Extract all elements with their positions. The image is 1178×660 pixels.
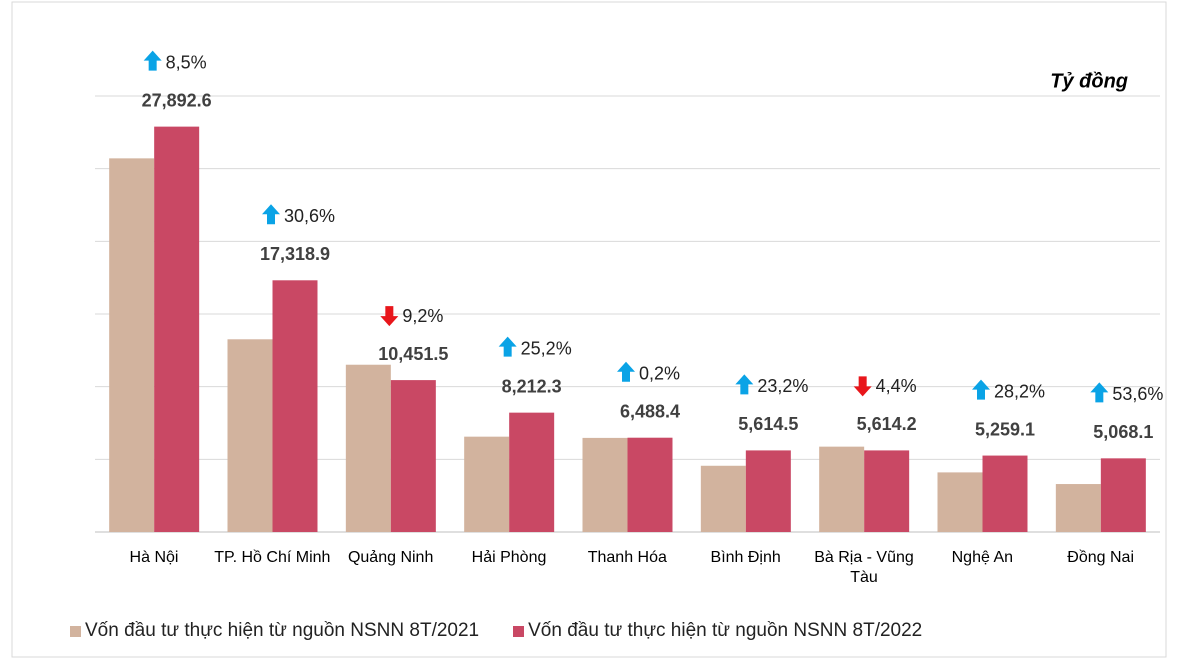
bar bbox=[864, 450, 910, 532]
legend-label: Vốn đầu tư thực hiện từ nguồn NSNN 8T/20… bbox=[528, 620, 923, 641]
chart-border bbox=[11, 1, 1167, 658]
change-label: 30,6% bbox=[284, 206, 335, 226]
x-tick-label: Hải Phòng bbox=[471, 549, 547, 566]
value-label: 6,488.4 bbox=[620, 401, 680, 421]
bar bbox=[937, 472, 983, 532]
change-arrow bbox=[498, 336, 517, 357]
bar bbox=[154, 126, 200, 532]
legend-item: Vốn đầu tư thực hiện từ nguồn NSNN 8T/20… bbox=[70, 620, 479, 642]
change-label: 53,6% bbox=[1112, 384, 1163, 404]
bar bbox=[109, 158, 155, 532]
value-label: 5,614.5 bbox=[738, 414, 798, 434]
change-label: 4,4% bbox=[876, 376, 917, 396]
x-tick-label: Quảng Ninh bbox=[347, 549, 434, 566]
change-arrow bbox=[143, 50, 162, 71]
change-arrow bbox=[380, 306, 399, 327]
bar bbox=[819, 446, 865, 532]
x-tick-label: TP. Hồ Chí Minh bbox=[214, 549, 331, 566]
change-arrow bbox=[1090, 382, 1109, 403]
bar bbox=[627, 437, 673, 532]
bar bbox=[227, 339, 273, 532]
change-label: 9,2% bbox=[402, 306, 443, 326]
bar bbox=[464, 436, 510, 532]
change-arrow bbox=[735, 374, 754, 395]
change-label: 28,2% bbox=[994, 381, 1045, 401]
x-tick-label: Hà Nội bbox=[129, 549, 179, 566]
legend-label: Vốn đầu tư thực hiện từ nguồn NSNN 8T/20… bbox=[85, 620, 480, 641]
value-label: 5,068.1 bbox=[1093, 422, 1153, 442]
bar bbox=[509, 412, 555, 532]
unit-label: Tỷ đồng bbox=[1050, 70, 1128, 92]
bar bbox=[390, 380, 436, 532]
legend: Vốn đầu tư thực hiện từ nguồn NSNN 8T/20… bbox=[70, 620, 922, 642]
value-label: 8,212.3 bbox=[502, 376, 562, 396]
bar bbox=[700, 465, 746, 532]
x-tick-label: Bà Rịa - Vũng Tàu bbox=[814, 549, 914, 586]
change-label: 25,2% bbox=[521, 338, 572, 358]
value-label: 5,614.2 bbox=[857, 414, 917, 434]
bar bbox=[982, 455, 1028, 532]
legend-item: Vốn đầu tư thực hiện từ nguồn NSNN 8T/20… bbox=[513, 620, 922, 642]
bar bbox=[582, 437, 628, 532]
bar bbox=[745, 450, 791, 532]
change-label: 0,2% bbox=[639, 363, 680, 383]
value-label: 17,318.9 bbox=[260, 244, 330, 264]
change-label: 8,5% bbox=[166, 52, 207, 72]
x-tick-label: Đồng Nai bbox=[1067, 549, 1134, 566]
bar bbox=[1055, 484, 1101, 532]
value-label: 10,451.5 bbox=[378, 344, 448, 364]
bar bbox=[272, 280, 318, 532]
legend-swatch bbox=[513, 625, 525, 637]
value-label: 5,259.1 bbox=[975, 419, 1035, 439]
x-tick-label: Bình Định bbox=[710, 549, 781, 566]
value-label: 27,892.6 bbox=[142, 90, 212, 110]
bar bbox=[1100, 458, 1146, 532]
change-arrow bbox=[972, 379, 990, 400]
legend-swatch bbox=[70, 625, 81, 637]
change-arrow bbox=[262, 204, 280, 225]
change-arrow bbox=[853, 376, 872, 397]
change-label: 23,2% bbox=[757, 376, 808, 396]
change-arrow bbox=[617, 361, 635, 382]
x-tick-label: Nghệ An bbox=[951, 549, 1014, 566]
x-tick-label: Thanh Hóa bbox=[587, 549, 667, 566]
bar bbox=[345, 364, 391, 532]
